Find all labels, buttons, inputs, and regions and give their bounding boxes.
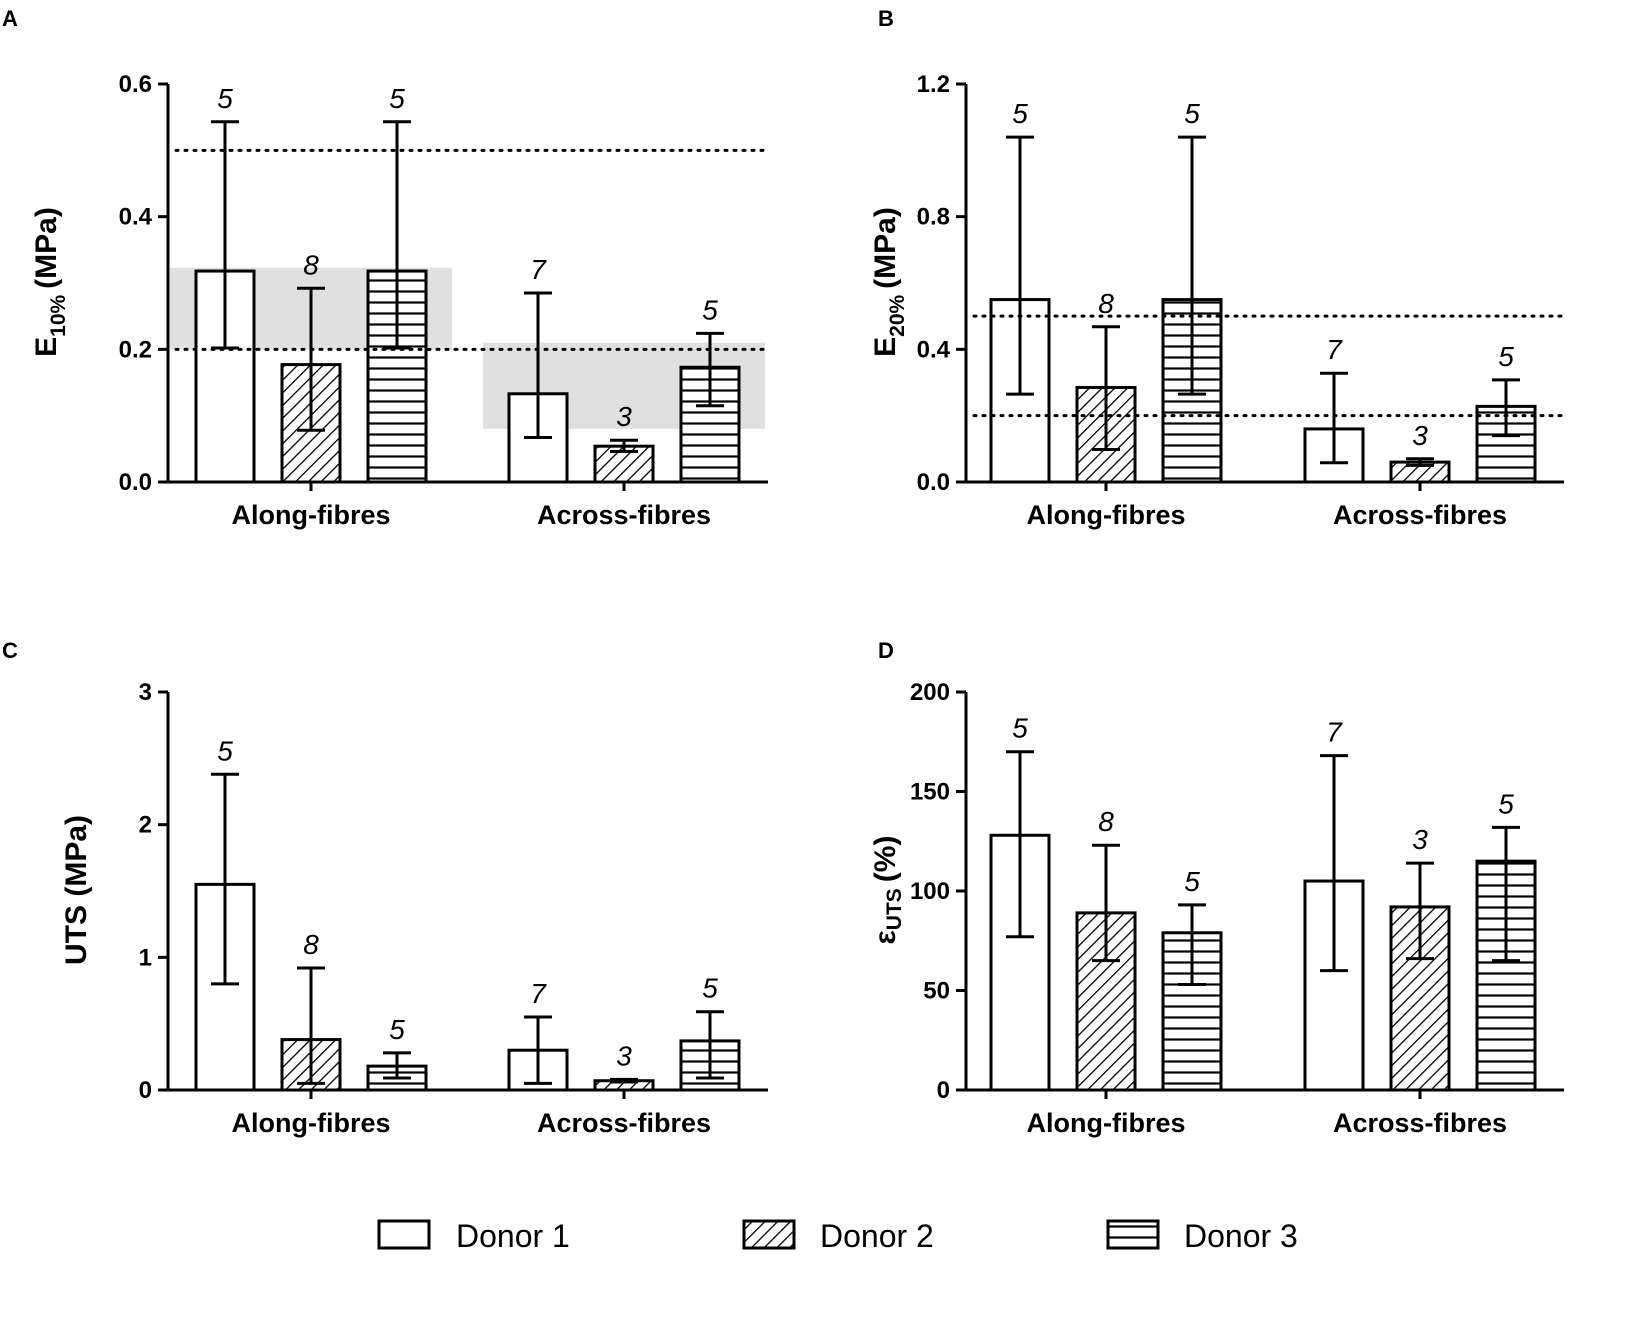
panel-c-n-label-donor1-group1: 5 — [217, 735, 233, 766]
panel-c-n-label-donor3-group1: 5 — [389, 1014, 405, 1045]
panel-b-n-label-donor2-group2: 3 — [1412, 420, 1428, 451]
panel-a-n-label-donor3-group1: 5 — [389, 83, 405, 114]
panel-a-ylabel: E10%(MPa) — [30, 207, 70, 357]
legend-label-donor-2: Donor 2 — [820, 1218, 934, 1254]
panel-b-ylabel: E20%(MPa) — [869, 207, 909, 357]
panel-c-ytick-label-3: 3 — [139, 679, 152, 706]
panel-c-n-label-donor3-group2: 5 — [702, 973, 718, 1004]
panel-d-category-label-1: Along-fibres — [1027, 1108, 1186, 1138]
panel-a-chart: 5 7 8 3 5 5 0.0 0.2 0.4 0.6 Along-fibres Across-fib… — [119, 71, 770, 530]
panel-c-ytick-label-2: 2 — [139, 812, 152, 839]
panel-a-n-label-donor1-group2: 7 — [530, 254, 547, 285]
panel-b-n-label-donor3-group1: 5 — [1184, 98, 1200, 129]
panel-d-ytick-label-2: 100 — [910, 878, 950, 905]
panel-c-category-label-1: Along-fibres — [232, 1108, 391, 1138]
legend-swatch-donor-2 — [742, 1219, 796, 1250]
panel-letter-d: D — [878, 638, 894, 663]
panel-b-ytick-label-3: 1.2 — [917, 71, 950, 98]
panel-c-n-label-donor2-group2: 3 — [616, 1040, 632, 1071]
panel-b-ytick-label-0: 0.0 — [917, 469, 950, 496]
panel-a-n-label-donor1-group1: 5 — [217, 83, 233, 114]
panel-c-n-label-donor1-group2: 7 — [530, 978, 547, 1009]
legend: Donor 1 Donor 2 Donor 3 — [377, 1218, 1298, 1254]
panel-d-n-label-donor3-group2: 5 — [1498, 788, 1514, 819]
legend-swatch-donor-1 — [377, 1219, 431, 1250]
panel-a-ytick-label-1: 0.2 — [119, 336, 152, 363]
panel-c-ylabel: UTS (MPa) — [60, 815, 93, 965]
panel-d-n-label-donor2-group2: 3 — [1412, 824, 1428, 855]
panel-b-category-label-1: Along-fibres — [1027, 500, 1186, 530]
panel-d-n-label-donor1-group2: 7 — [1326, 717, 1343, 748]
panel-c-ytick-label-1: 1 — [139, 944, 152, 971]
panel-d-ytick-label-1: 50 — [923, 978, 950, 1005]
panel-d-n-label-donor2-group1: 8 — [1098, 806, 1114, 837]
panel-d-ylabel: εUTS(%) — [869, 836, 906, 945]
panel-letter-b: B — [878, 6, 894, 31]
panel-letter-a: A — [2, 6, 18, 31]
legend-swatch-donor-3 — [1106, 1219, 1160, 1250]
panel-a-ytick-label-3: 0.6 — [119, 71, 152, 98]
panel-a-ytick-label-2: 0.4 — [119, 204, 153, 231]
panel-b-n-label-donor1-group1: 5 — [1012, 98, 1028, 129]
panel-c-category-label-2: Across-fibres — [537, 1108, 711, 1138]
panel-b-category-label-2: Across-fibres — [1333, 500, 1507, 530]
panel-d-ytick-label-4: 200 — [910, 679, 950, 706]
panel-a-category-label-2: Across-fibres — [537, 500, 711, 530]
panel-d-ytick-label-3: 150 — [910, 779, 950, 806]
panel-d-category-label-2: Across-fibres — [1333, 1108, 1507, 1138]
panel-a-n-label-donor3-group2: 5 — [702, 294, 718, 325]
panel-d-ytick-label-0: 0 — [937, 1077, 950, 1104]
panel-a-n-label-donor2-group1: 8 — [303, 249, 319, 280]
panel-b-n-label-donor1-group2: 7 — [1326, 334, 1343, 365]
panel-b-n-label-donor3-group2: 5 — [1498, 341, 1514, 372]
panel-d-n-label-donor3-group1: 5 — [1184, 866, 1200, 897]
legend-label-donor-1: Donor 1 — [456, 1218, 570, 1254]
panel-b-chart: 5 7 8 3 5 5 0.0 0.4 0.8 1.2 Along-fibres Across-fib… — [917, 71, 1566, 530]
panel-a-category-label-1: Along-fibres — [232, 500, 391, 530]
legend-label-donor-3: Donor 3 — [1184, 1218, 1298, 1254]
panel-a-ytick-label-0: 0.0 — [119, 469, 152, 496]
panel-c-chart: 5 7 8 3 5 5 0 1 2 3 Along-fibres Across-fibres — [139, 679, 768, 1138]
panel-a-n-label-donor2-group2: 3 — [616, 401, 632, 432]
panel-b-n-label-donor2-group1: 8 — [1098, 288, 1114, 319]
panel-d-n-label-donor1-group1: 5 — [1012, 713, 1028, 744]
panel-c-n-label-donor2-group1: 8 — [303, 929, 319, 960]
panel-b-ytick-label-1: 0.4 — [917, 336, 951, 363]
panel-letter-c: C — [2, 638, 18, 663]
panel-b-ytick-label-2: 0.8 — [917, 204, 950, 231]
panel-c-ytick-label-0: 0 — [139, 1077, 152, 1104]
